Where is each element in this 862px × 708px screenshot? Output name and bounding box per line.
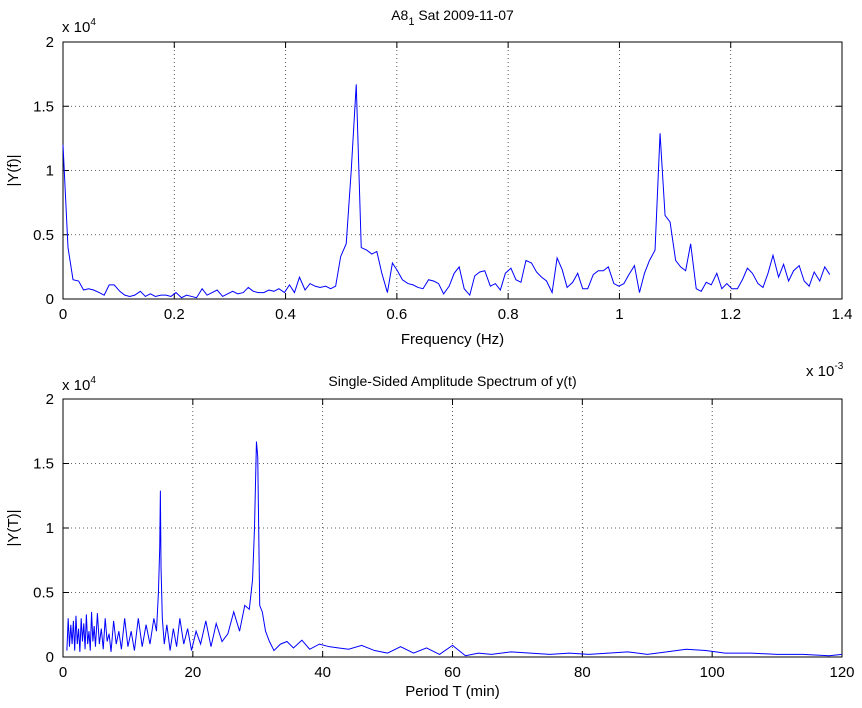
x-tick-label: 1.2 [720,306,741,323]
y-multiplier-exponent: 4 [90,17,96,28]
x-tick-label: 120 [829,664,854,681]
y-multiplier-base: x 10 [62,19,90,36]
y-multiplier-base: x 10 [62,377,90,394]
y-multiplier-label: x 104 [62,17,96,36]
series-line [66,441,843,657]
y-tick-label: 0.5 [33,585,54,602]
y-tick-label: 0.5 [33,227,54,244]
x-multiplier-label: x 10-3 [806,361,844,380]
y-tick-label: 0 [46,291,54,308]
plot-title: A81 Sat 2009-11-07 [391,7,514,28]
y-tick-label: 1 [46,163,54,180]
x-tick-label: 0.8 [498,306,519,323]
y-multiplier-label: x 104 [62,375,96,394]
x-tick-label: 80 [574,664,591,681]
plot-title-subscript: 1 [408,16,414,28]
x-tick-label: 20 [184,664,201,681]
x-tick-label: 40 [314,664,331,681]
x-tick-label: 1 [615,306,623,323]
y-multiplier-exponent: 4 [90,375,96,386]
y-tick-label: 2 [46,34,54,51]
x-multiplier-exponent: -3 [834,361,843,372]
x-tick-label: 60 [444,664,461,681]
plot-title-rest: Sat 2009-11-07 [414,7,514,23]
y-axis-label: |Y(f)| [5,155,22,187]
x-axis-label: Period T (min) [405,683,499,700]
y-tick-label: 2 [46,391,54,408]
y-tick-label: 1 [46,520,54,537]
y-tick-label: 1.5 [33,98,54,115]
x-tick-label: 0.6 [386,306,407,323]
x-tick-label: 1.4 [832,306,853,323]
series-line [62,84,831,299]
plot-title: Single-Sided Amplitude Spectrum of y(t) [328,373,576,389]
y-tick-label: 0 [46,649,54,666]
x-tick-label: 0 [59,306,67,323]
x-axis-label: Frequency (Hz) [401,331,504,348]
period-spectrum-plot: 0 20 40 60 80 100 120 0 0.5 1 1.5 2 x 104 Single-Side… [5,373,855,700]
x-multiplier-base: x 10 [806,363,834,380]
y-axis-label: |Y(T)| [5,510,22,547]
x-tick-label: 0.2 [164,306,185,323]
x-tick-label: 100 [700,664,725,681]
x-tick-label: 0 [59,664,67,681]
y-tick-label: 1.5 [33,456,54,473]
plot-title-main: A8 [391,7,408,23]
x-tick-label: 0.4 [275,306,296,323]
